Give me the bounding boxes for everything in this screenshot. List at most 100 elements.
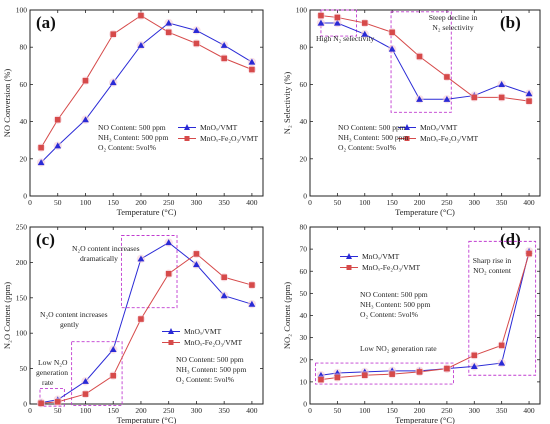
x-tick-label: 350 bbox=[496, 198, 508, 207]
x-tick-label: 200 bbox=[135, 406, 147, 415]
data-point bbox=[388, 45, 396, 52]
data-point bbox=[526, 250, 532, 257]
y-tick-label: 250 bbox=[16, 223, 28, 232]
legend-marker bbox=[404, 136, 410, 141]
panel-c: 0 50 100 150 200 250 300 350 400050100150200250T… bbox=[2, 223, 264, 424]
data-point bbox=[165, 29, 172, 36]
data-point bbox=[334, 14, 341, 21]
data-point bbox=[525, 90, 533, 97]
legend-label: MnOₓ/VMT bbox=[200, 123, 238, 132]
data-point bbox=[38, 144, 44, 151]
data-point bbox=[333, 19, 341, 26]
data-point bbox=[249, 282, 255, 288]
data-point bbox=[416, 369, 423, 375]
data-point bbox=[54, 399, 61, 405]
x-tick-label: 350 bbox=[496, 406, 508, 415]
data-point bbox=[220, 292, 228, 299]
data-point bbox=[82, 377, 89, 384]
data-point bbox=[221, 274, 227, 281]
x-tick-label: 100 bbox=[359, 406, 371, 415]
plot-frame bbox=[309, 9, 541, 197]
y-tick-label: 20 bbox=[300, 355, 308, 364]
y-tick-label: 200 bbox=[16, 258, 28, 267]
data-point bbox=[54, 142, 62, 149]
x-tick-label: 0 bbox=[308, 406, 312, 415]
annotation-text: N₂O content increases bbox=[40, 310, 108, 319]
legend-marker bbox=[168, 328, 174, 334]
data-point bbox=[82, 116, 89, 123]
series-line bbox=[320, 15, 530, 102]
x-tick-label: 50 bbox=[54, 406, 62, 415]
annotation-text: dramatically bbox=[80, 254, 118, 263]
annotation-text: rate bbox=[42, 378, 54, 387]
data-point bbox=[193, 261, 200, 268]
data-point bbox=[249, 66, 255, 73]
y-tick-label: 0 bbox=[303, 400, 307, 409]
data-point bbox=[82, 391, 89, 397]
y-tick-label: 50 bbox=[300, 289, 308, 298]
x-tick-label: 50 bbox=[54, 198, 62, 207]
highlight-box bbox=[121, 235, 178, 309]
y-tick-label: 30 bbox=[300, 333, 308, 342]
x-axis-label: Temperature (°C) bbox=[117, 415, 177, 424]
x-tick-label: 150 bbox=[108, 198, 120, 207]
condition-text: O₂ Content: 5vol% bbox=[98, 143, 157, 152]
y-axis-label: N₂ Selectivity (%) bbox=[282, 72, 292, 135]
legend-label: MnOₓ-Fe₂O₃/VMT bbox=[200, 134, 258, 143]
y-tick-label: 100 bbox=[16, 329, 28, 338]
y-tick-label: 50 bbox=[20, 364, 28, 373]
data-point bbox=[471, 352, 478, 359]
data-point bbox=[317, 19, 325, 26]
data-point bbox=[138, 12, 144, 19]
panel-d: 0 50 100 150 200 250 300 350 400 0 10 20 30 40 50 60 70 8… bbox=[282, 223, 541, 424]
y-tick-label: 40 bbox=[300, 117, 308, 126]
x-tick-label: 150 bbox=[387, 198, 399, 207]
condition-text: O₂ Content: 5vol% bbox=[360, 310, 419, 319]
y-tick-label: 40 bbox=[300, 311, 308, 320]
y-axis-label: NO Conversion (%) bbox=[2, 69, 12, 138]
x-tick-label: 300 bbox=[469, 406, 481, 415]
legend-marker bbox=[346, 253, 352, 259]
panel-letter: (a) bbox=[36, 13, 56, 32]
condition-text: NH₃ Content: 500 ppm bbox=[176, 365, 246, 374]
x-tick-label: 400 bbox=[523, 406, 535, 415]
data-point bbox=[498, 81, 506, 87]
data-point bbox=[110, 372, 117, 379]
x-tick-label: 350 bbox=[219, 406, 231, 415]
legend-marker bbox=[168, 340, 174, 345]
data-point bbox=[248, 58, 256, 65]
x-axis-label: Temperature (°C) bbox=[395, 207, 455, 217]
data-point bbox=[193, 27, 200, 34]
data-point bbox=[498, 342, 505, 349]
x-tick-label: 50 bbox=[334, 198, 342, 207]
x-tick-label: 0 bbox=[28, 406, 32, 415]
data-point bbox=[137, 255, 145, 262]
y-tick-label: 60 bbox=[20, 80, 28, 89]
y-tick-label: 150 bbox=[16, 293, 28, 302]
data-point bbox=[318, 12, 324, 19]
x-tick-label: 300 bbox=[191, 198, 203, 207]
y-tick-label: 80 bbox=[300, 223, 308, 232]
highlight-box bbox=[315, 362, 454, 385]
annotation-text: Steep decline in bbox=[429, 13, 478, 22]
condition-text: NH₃ Content: 500 ppm bbox=[360, 300, 430, 309]
annotation-text: NO₂ content bbox=[473, 266, 512, 275]
legend-marker bbox=[184, 136, 190, 141]
plot-frame bbox=[309, 226, 541, 405]
data-point bbox=[444, 365, 450, 372]
legend-label: MnOₓ-Fe₂O₃/VMT bbox=[362, 263, 420, 272]
condition-text: O₂ Content: 5vol% bbox=[338, 143, 397, 152]
data-point bbox=[165, 239, 173, 246]
y-tick-label: 60 bbox=[300, 80, 308, 89]
x-tick-label: 400 bbox=[523, 198, 535, 207]
legend-label: MnOₓ/VMT bbox=[420, 123, 458, 132]
panel-letter: (d) bbox=[500, 230, 521, 249]
x-tick-label: 300 bbox=[469, 198, 481, 207]
condition-text: NH₃ Content: 500 ppm bbox=[98, 133, 168, 142]
annotation-text: N₂O content increases bbox=[72, 244, 140, 253]
data-point bbox=[110, 31, 117, 37]
annotation-text: generation bbox=[36, 368, 68, 377]
panel-letter: (c) bbox=[36, 230, 55, 249]
x-tick-label: 100 bbox=[80, 198, 92, 207]
